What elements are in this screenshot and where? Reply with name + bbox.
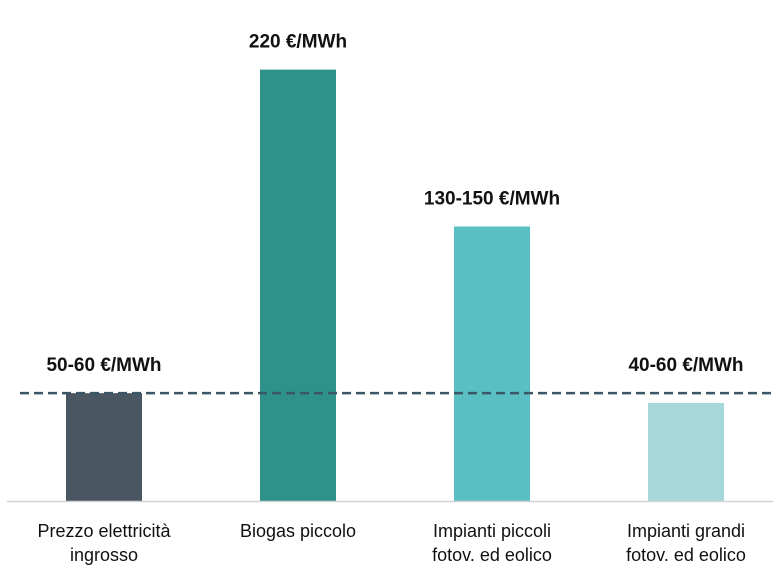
value-label-1: 50-60 €/MWh bbox=[46, 355, 161, 376]
bars-group bbox=[66, 69, 724, 501]
category-label-4-line-1: Impianti grandi bbox=[627, 521, 745, 541]
category-label-2-line-1: Biogas piccolo bbox=[240, 521, 356, 541]
category-label-4-line-2: fotov. ed eolico bbox=[626, 545, 746, 565]
category-label-1-line-1: Prezzo elettricità bbox=[37, 521, 171, 541]
bar-2 bbox=[260, 69, 336, 501]
value-label-2: 220 €/MWh bbox=[249, 32, 347, 53]
bar-3 bbox=[454, 226, 530, 501]
category-label-3-line-2: fotov. ed eolico bbox=[432, 545, 552, 565]
category-label-3-line-1: Impianti piccoli bbox=[433, 521, 551, 541]
value-label-4: 40-60 €/MWh bbox=[628, 355, 743, 376]
category-label-1-line-2: ingrosso bbox=[70, 545, 138, 565]
bar-1 bbox=[66, 393, 142, 501]
value-labels-group: 50-60 €/MWh 220 €/MWh 130-150 €/MWh 40-60 €… bbox=[46, 32, 743, 377]
value-label-3: 130-150 €/MWh bbox=[424, 188, 560, 209]
bar-4 bbox=[648, 402, 724, 501]
category-labels-group: Prezzo elettricità ingrosso Biogas piccolo… bbox=[37, 521, 745, 565]
